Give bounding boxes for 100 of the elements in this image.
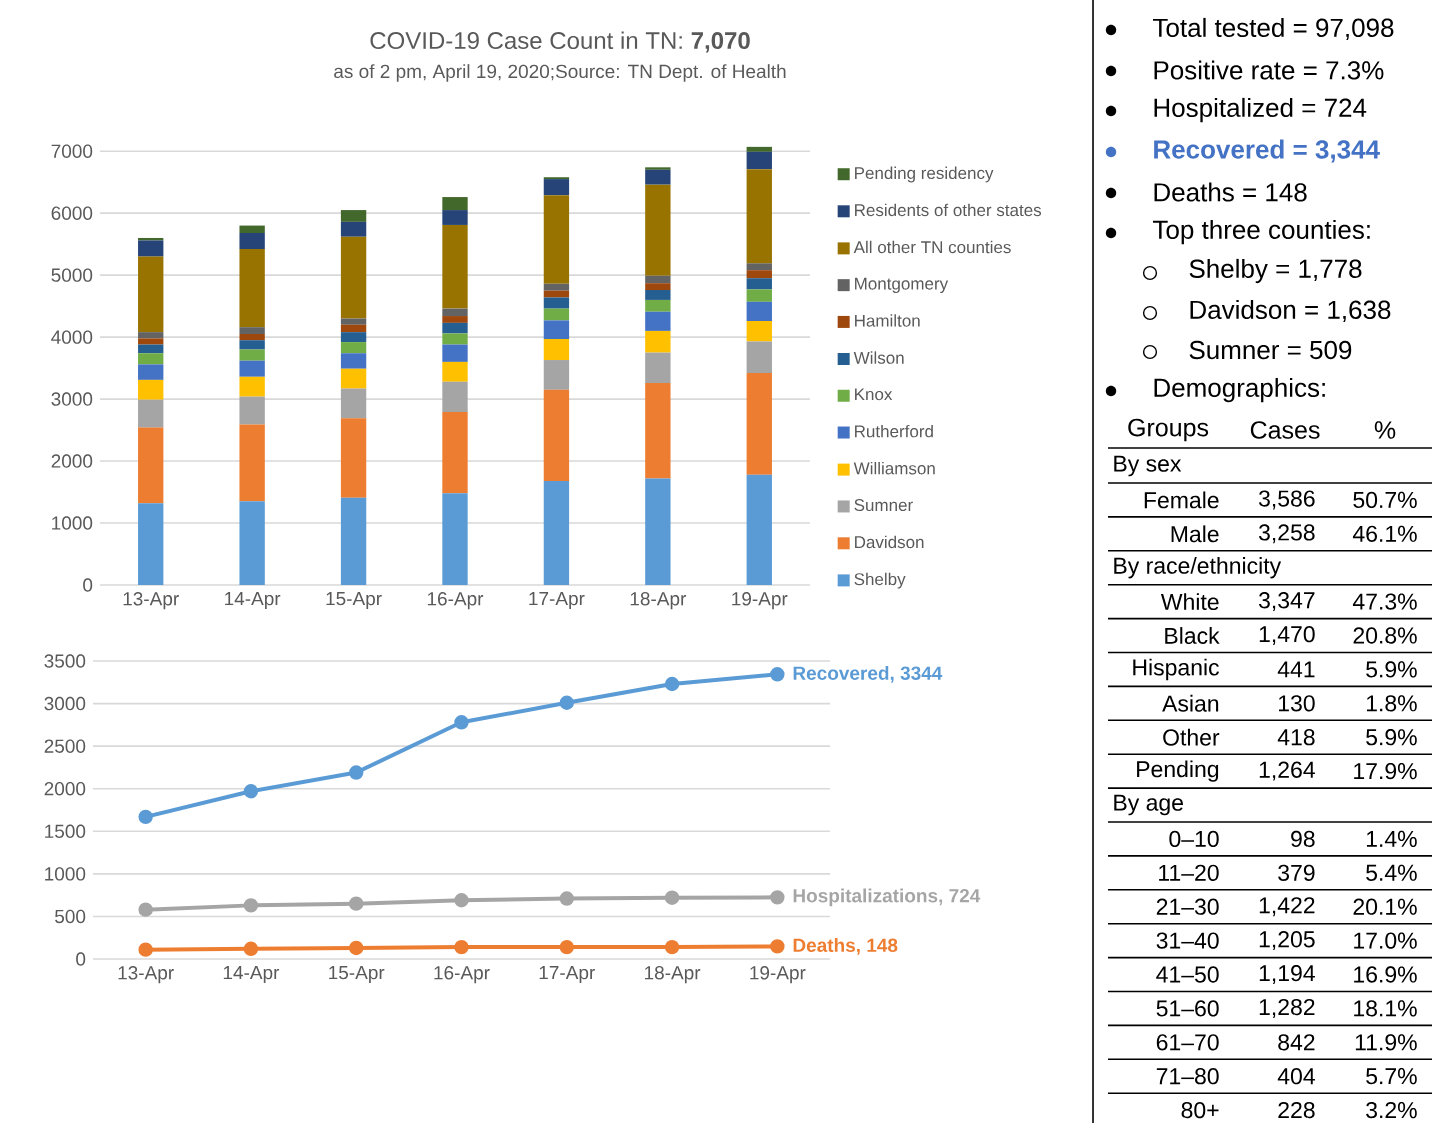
point [349,765,364,780]
category-label: By sex [1114,455,1182,477]
legend-label: Shelby [854,572,906,589]
point [559,939,574,955]
y-tick-label: 0 [76,952,86,966]
bar [543,195,570,284]
x-tick-label: 18-Apr [645,966,701,984]
category-label: 61–70 [1156,1034,1219,1051]
category-label: By age [1114,794,1183,816]
category-label: Male [1171,525,1219,543]
bar [340,324,367,333]
point [454,893,469,908]
bar [543,308,570,321]
x-tick-label: 14-Apr [223,966,280,984]
category-label: Other [1163,728,1220,746]
y-tick-label: 1500 [45,824,86,839]
y-tick-label: 3500 [44,654,86,668]
data-label: Recovered, 3344 [793,665,943,683]
bar [746,289,772,302]
bar [340,236,367,319]
bar [138,332,164,339]
y-tick-label: 1000 [45,867,86,881]
text: 47.3% [1352,593,1417,610]
y-tick-label: 4000 [51,330,93,344]
text: 3,258 [1258,524,1315,544]
category-label: Female [1144,491,1219,509]
bar [746,373,772,475]
text: Davidson = 1,638 [1190,299,1391,323]
point [454,715,469,730]
x-tick-label: 17-Apr [539,966,595,984]
category-label: Hispanic [1133,658,1219,681]
bar [138,240,164,257]
bar [746,341,772,374]
point [138,942,153,957]
category-label: 80+ [1181,1101,1219,1119]
text: 1,422 [1259,897,1315,917]
y-tick-label: 5000 [51,268,93,282]
text: 18.1% [1354,1000,1417,1017]
legend-label: All other TN counties [853,240,1011,254]
text: 130 [1278,695,1315,712]
bar [746,474,772,586]
bar [239,424,265,502]
x-tick-label: 15-Apr [326,592,382,610]
text: Total tested = 97,098 [1153,17,1394,41]
bar [645,330,671,353]
bar [543,179,570,196]
y-tick-label: 3000 [44,696,86,711]
text: 11.9% [1355,1034,1417,1051]
legend-label: Hamilton [855,314,920,327]
category-label: Pending [1137,760,1219,782]
text: 1.4% [1366,830,1417,847]
bar [239,396,265,425]
text: 5.4% [1366,864,1417,881]
point [349,896,364,911]
text: 20.1% [1353,898,1417,915]
y-tick-label: 0 [83,578,93,592]
legend-label: Rutherford [855,424,933,438]
category-label: 71–80 [1156,1068,1219,1085]
bar [239,334,265,341]
y-tick-label: 2000 [44,781,86,796]
x-tick-label: 19-Apr [750,966,806,984]
text: 17.9% [1354,762,1417,780]
text: 1,264 [1259,761,1315,781]
text: 3,347 [1258,592,1315,612]
x-tick-label: 18-Apr [630,592,687,610]
bar [645,184,671,276]
bar [340,221,367,237]
bar [645,352,671,383]
bar [442,412,468,494]
bar [138,427,164,504]
bar [239,360,265,377]
bar [239,249,265,328]
point [770,890,785,905]
bar [442,361,468,382]
bar [442,210,468,225]
bar [138,503,164,586]
bar [746,270,772,279]
bar [746,151,772,170]
bar [340,497,367,586]
y-tick-label: 2000 [51,454,93,468]
point [243,784,259,799]
text: Shelby = 1,778 [1189,258,1362,284]
bar [746,146,772,152]
point [770,667,785,682]
text: 3.2% [1366,1101,1417,1119]
category-label: White [1160,593,1219,611]
category-label: % [1374,421,1396,439]
bar [239,349,265,361]
category-label: By race/ethnicity [1114,557,1282,579]
y-tick-label: 6000 [51,206,93,220]
legend-label: Wilson [853,351,904,364]
legend-label: Residents of other states [855,203,1042,217]
bar [340,353,367,369]
text: Positive rate = 7.3% [1154,60,1384,80]
text: 379 [1278,864,1315,881]
bar [746,321,772,342]
x-tick-label: 13-Apr [123,592,179,610]
text: 5.9% [1366,729,1417,746]
text: 1,470 [1259,626,1315,645]
text: 1.8% [1366,695,1417,712]
